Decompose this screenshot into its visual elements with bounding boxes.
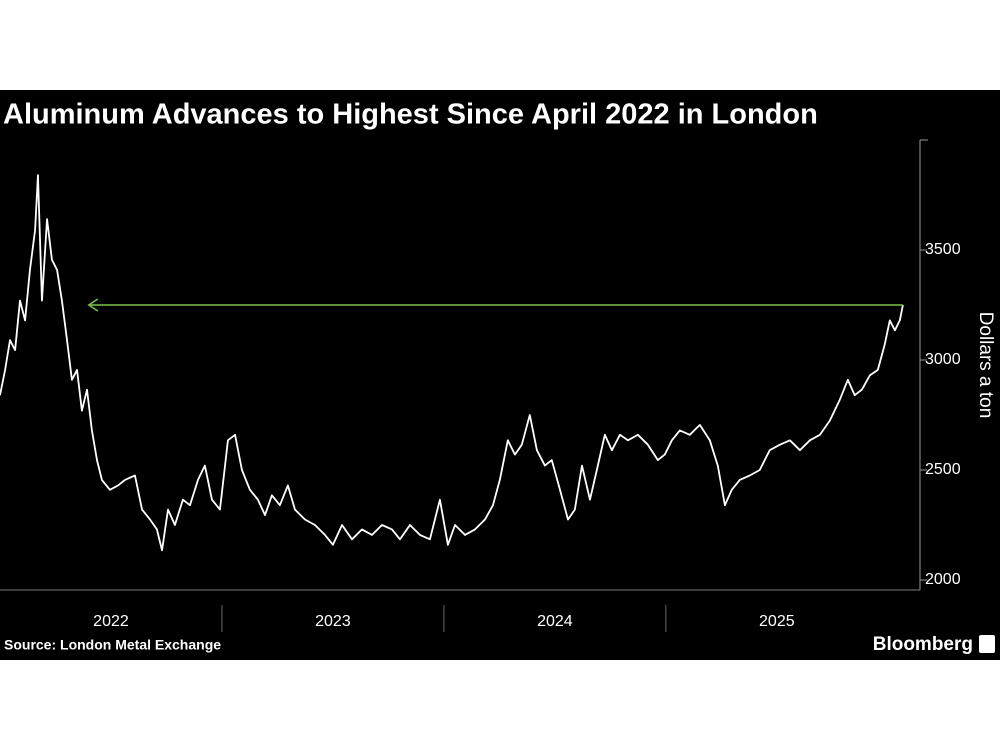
- y-tick-label: 3500: [925, 241, 961, 258]
- y-tick-label: 2000: [925, 571, 961, 588]
- x-tick-label: 2023: [315, 613, 351, 630]
- brand-icon: [979, 635, 995, 653]
- y-tick-label: 3000: [925, 351, 961, 368]
- brand: Bloomberg: [873, 634, 973, 655]
- x-tick-label: 2022: [93, 613, 129, 630]
- source: Source: London Metal Exchange: [4, 637, 221, 653]
- x-tick-label: 2024: [537, 613, 573, 630]
- y-axis-label: Dollars a ton: [975, 312, 996, 419]
- price-line: [0, 174, 904, 552]
- background: [0, 90, 1000, 660]
- y-tick-label: 2500: [925, 461, 961, 478]
- annotation-arrowhead: [87, 298, 99, 312]
- chart-title: Aluminum Advances to Highest Since April…: [3, 99, 818, 131]
- x-tick-label: 2025: [759, 613, 795, 630]
